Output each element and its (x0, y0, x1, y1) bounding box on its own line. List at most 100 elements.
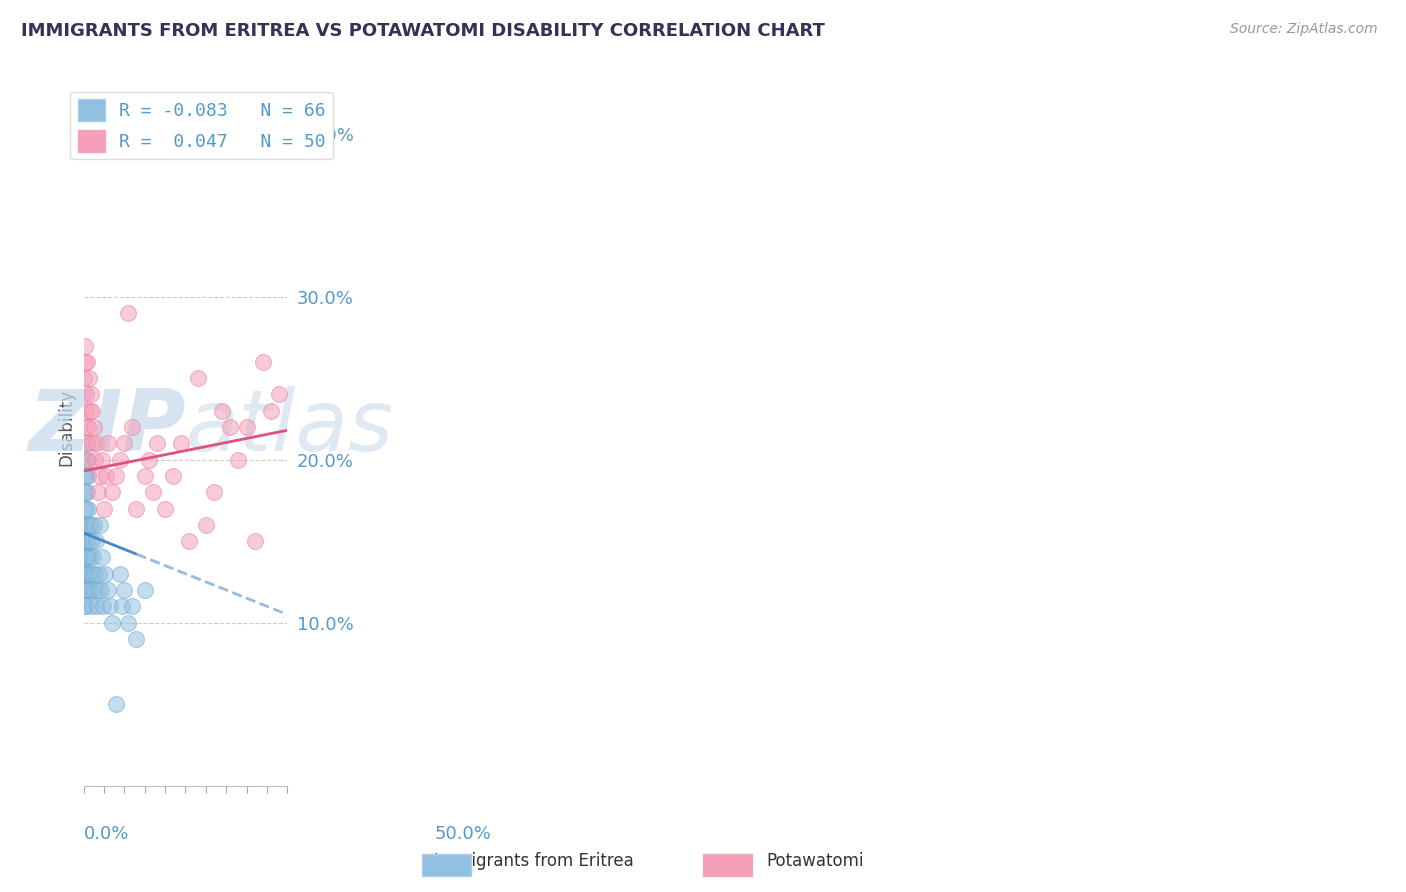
Point (108, 566, 131, 581)
Point (73, 534, 96, 549)
Point (80, 566, 103, 581)
Point (94, 469, 117, 483)
Point (77, 420, 100, 434)
Point (75, 387, 97, 401)
Point (260, 403, 283, 417)
Point (76, 534, 98, 549)
Text: Source: ZipAtlas.com: Source: ZipAtlas.com (1230, 22, 1378, 37)
Point (91, 599, 114, 614)
Point (112, 436, 135, 450)
Point (187, 371, 209, 385)
Point (170, 436, 193, 450)
Point (82, 550, 104, 565)
Point (90, 452, 112, 467)
Point (97, 582, 120, 597)
Point (73, 452, 96, 467)
Point (77, 566, 100, 581)
Point (83, 517, 105, 532)
Point (75, 534, 97, 549)
Point (84, 566, 107, 581)
Point (82, 403, 104, 417)
Point (93, 566, 115, 581)
Text: Potawatomi: Potawatomi (766, 852, 865, 870)
Y-axis label: Disability: Disability (58, 389, 75, 466)
Legend: R = -0.083   N = 66, R =  0.047   N = 50: R = -0.083 N = 66, R = 0.047 N = 50 (70, 92, 333, 160)
Point (79, 550, 101, 565)
Point (75, 501, 97, 516)
Point (79, 403, 101, 417)
Point (125, 501, 148, 516)
Point (75, 469, 97, 483)
Point (93, 501, 115, 516)
Point (75, 582, 97, 597)
Point (97, 436, 120, 450)
Point (75, 420, 97, 434)
Point (179, 534, 201, 549)
Point (76, 566, 98, 581)
Point (87, 566, 110, 581)
Point (73, 517, 96, 532)
Point (77, 517, 100, 532)
Point (134, 582, 156, 597)
Point (75, 550, 97, 565)
Point (101, 485, 124, 500)
Point (73, 566, 96, 581)
Point (269, 387, 291, 401)
Text: ZIP: ZIP (28, 385, 186, 468)
Point (162, 469, 184, 483)
Point (108, 452, 131, 467)
Point (75, 469, 97, 483)
Point (75, 550, 97, 565)
Point (77, 469, 100, 483)
Point (87, 485, 110, 500)
Point (138, 452, 160, 467)
Point (111, 599, 134, 614)
Point (79, 582, 101, 597)
Point (146, 436, 169, 450)
Point (76, 550, 98, 565)
Point (84, 452, 107, 467)
Point (80, 517, 103, 532)
Point (84, 534, 107, 549)
Point (75, 566, 97, 581)
Point (75, 338, 97, 352)
Point (75, 485, 97, 500)
Point (73, 582, 96, 597)
Point (83, 420, 105, 434)
Point (121, 420, 143, 434)
Point (75, 452, 97, 467)
Point (77, 550, 100, 565)
Point (73, 550, 96, 565)
Text: IMMIGRANTS FROM ERITREA VS POTAWATOMI DISABILITY CORRELATION CHART: IMMIGRANTS FROM ERITREA VS POTAWATOMI DI… (21, 22, 825, 40)
Text: 50.0%: 50.0% (434, 825, 491, 843)
Point (75, 436, 97, 450)
Point (73, 355, 96, 369)
Point (87, 582, 110, 597)
Point (76, 582, 98, 597)
Point (121, 599, 143, 614)
Point (142, 485, 165, 500)
Point (89, 517, 111, 532)
Point (125, 632, 148, 646)
Point (252, 355, 274, 369)
Point (98, 599, 121, 614)
Point (84, 436, 107, 450)
Point (73, 485, 96, 500)
Point (73, 371, 96, 385)
Point (243, 534, 266, 549)
Point (75, 517, 97, 532)
Point (76, 501, 98, 516)
Point (82, 534, 104, 549)
Point (134, 469, 156, 483)
Point (112, 582, 135, 597)
Point (77, 371, 100, 385)
Point (76, 436, 98, 450)
Point (76, 355, 98, 369)
Point (90, 550, 112, 565)
Point (202, 485, 225, 500)
Point (117, 306, 139, 320)
Point (75, 403, 97, 417)
Point (79, 534, 101, 549)
Point (80, 387, 103, 401)
Point (76, 485, 98, 500)
